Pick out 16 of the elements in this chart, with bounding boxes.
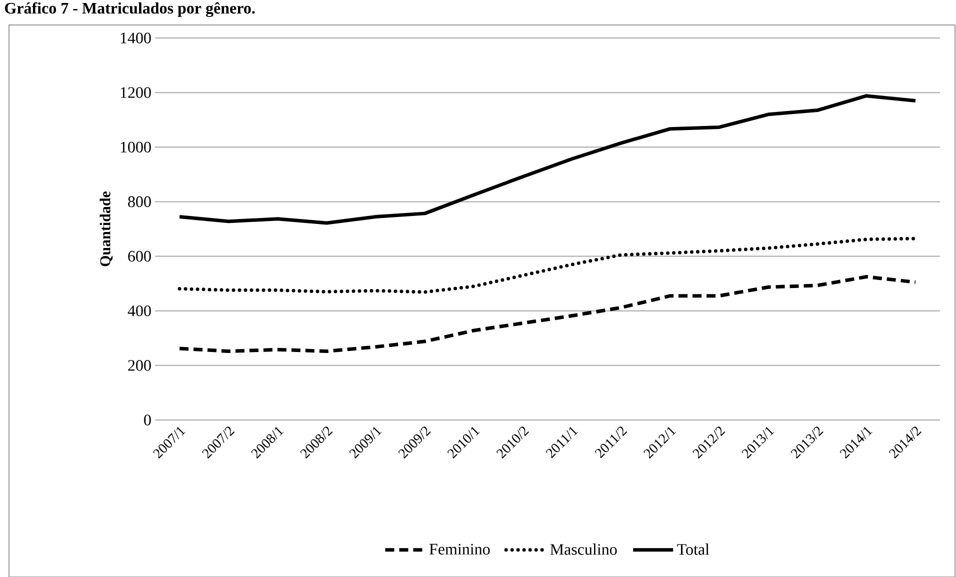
- y-tick-label: 1000: [120, 142, 151, 153]
- y-axis-title: Quantidade: [100, 191, 113, 266]
- y-tick-label: 600: [128, 250, 151, 262]
- chart-title: Gráfico 7 - Matriculados por gênero.: [4, 2, 255, 17]
- y-tick-label: 200: [128, 360, 151, 371]
- legend-label: Total: [677, 544, 710, 555]
- line-series: [178, 274, 918, 353]
- legend-label: Masculino: [550, 544, 617, 555]
- y-tick-label: 800: [128, 196, 151, 208]
- line-series: [178, 94, 918, 225]
- y-tick-label: 1200: [120, 87, 151, 98]
- y-tick-label: 400: [128, 305, 151, 316]
- y-tick-label: 0: [144, 414, 151, 426]
- y-tick-label: 1400: [120, 32, 151, 44]
- line-series: [178, 236, 918, 294]
- legend-label: Feminino: [429, 544, 490, 555]
